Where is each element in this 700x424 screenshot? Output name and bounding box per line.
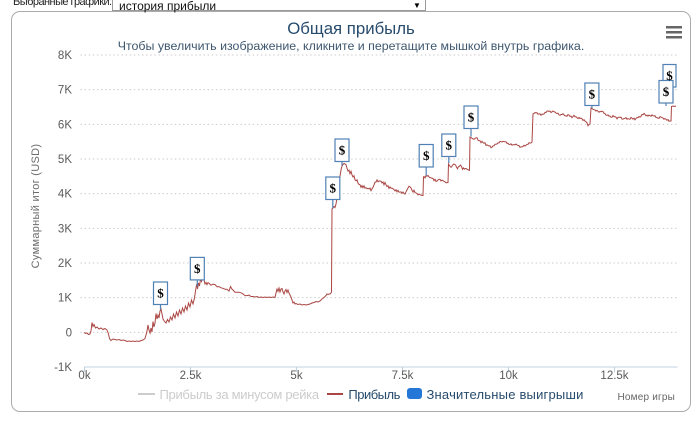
svg-text:Суммарный итог (USD): Суммарный итог (USD) (30, 144, 42, 269)
svg-text:6K: 6K (58, 119, 72, 131)
svg-text:$: $ (194, 261, 201, 276)
svg-text:$: $ (589, 87, 596, 102)
svg-text:0: 0 (66, 327, 72, 339)
svg-text:12.5k: 12.5k (600, 370, 628, 382)
svg-text:$: $ (446, 138, 453, 153)
svg-text:$: $ (339, 143, 346, 158)
svg-text:7.5k: 7.5k (392, 370, 414, 382)
svg-text:$: $ (663, 84, 670, 99)
svg-text:5k: 5k (290, 370, 302, 382)
svg-text:$: $ (157, 286, 164, 301)
svg-text:Номер игры: Номер игры (617, 392, 675, 403)
svg-text:2K: 2K (58, 258, 72, 270)
svg-text:5K: 5K (58, 154, 72, 166)
svg-text:2.5k: 2.5k (180, 370, 202, 382)
svg-text:1K: 1K (58, 293, 72, 305)
svg-text:10k: 10k (499, 370, 518, 382)
svg-text:-1K: -1K (54, 362, 72, 374)
svg-text:$: $ (468, 110, 475, 125)
svg-text:3K: 3K (58, 223, 72, 235)
svg-text:$: $ (666, 68, 673, 83)
svg-text:$: $ (330, 181, 337, 196)
svg-text:8K: 8K (58, 50, 72, 62)
svg-text:4K: 4K (58, 189, 72, 201)
svg-text:0k: 0k (78, 370, 90, 382)
svg-text:7K: 7K (58, 85, 72, 97)
svg-text:$: $ (423, 148, 430, 163)
